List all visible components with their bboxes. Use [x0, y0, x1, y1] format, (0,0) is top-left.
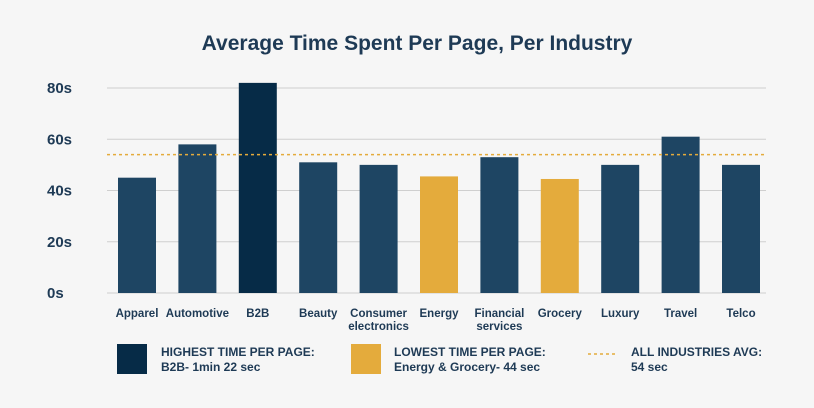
bar: [178, 144, 217, 293]
x-tick-label: Energy: [420, 308, 460, 320]
x-axis: Apparel Automotive B2B Beauty Consumer electr…: [116, 308, 756, 333]
x-tick-label: Beauty: [299, 308, 338, 320]
legend-value-lowest: Energy & Grocery- 44 sec: [394, 360, 540, 374]
bar: [359, 164, 398, 293]
x-tick-label: Luxury: [601, 308, 640, 320]
legend-value-highest: B2B- 1min 22 sec: [161, 360, 261, 374]
legend-swatch-highest: [117, 344, 147, 374]
x-tick-label: Consumer electronics: [348, 308, 409, 333]
x-tick-label: Telco: [726, 308, 755, 320]
x-tick-label: Financial services: [474, 308, 524, 333]
y-tick-label: 80s: [47, 80, 72, 97]
bar: [480, 157, 519, 293]
y-tick-label: 40s: [47, 183, 72, 200]
bar: [118, 177, 156, 293]
x-tick-label: B2B: [246, 308, 269, 320]
x-tick-label-line: Financial: [474, 308, 524, 320]
x-tick-label-line: Apparel: [116, 308, 159, 320]
x-tick-label-line: Grocery: [538, 308, 583, 320]
bar: [601, 164, 640, 293]
bar: [420, 176, 458, 293]
bar: [238, 82, 277, 293]
y-tick-label: 60s: [47, 131, 72, 148]
x-tick-label-line: Automotive: [166, 308, 229, 320]
x-tick-label-line: Consumer: [350, 308, 407, 320]
x-tick-label: Travel: [664, 308, 697, 320]
y-tick-label: 0s: [47, 285, 64, 302]
x-tick-label-line: Telco: [726, 308, 755, 320]
legend-label-average: ALL INDUSTRIES AVG:: [631, 345, 762, 359]
x-tick-label-line: B2B: [246, 308, 269, 320]
legend-label-lowest: LOWEST TIME PER PAGE:: [394, 345, 546, 359]
x-tick-label: Grocery: [538, 308, 583, 320]
x-tick-label: Automotive: [166, 308, 229, 320]
bar: [661, 136, 700, 293]
x-tick-label-line: Energy: [420, 308, 460, 320]
legend-value-average: 54 sec: [631, 360, 668, 374]
x-tick-label-line: electronics: [348, 321, 409, 333]
bar: [299, 162, 338, 293]
x-tick-label-line: Travel: [664, 308, 697, 320]
bar: [722, 164, 760, 293]
bars: [118, 82, 760, 293]
legend-swatch-lowest: [351, 344, 381, 374]
legend: HIGHEST TIME PER PAGE:B2B- 1min 22 sec LO…: [117, 344, 762, 374]
x-tick-label-line: Luxury: [601, 308, 640, 320]
x-tick-label-line: services: [476, 321, 522, 333]
x-tick-label-line: Beauty: [299, 308, 338, 320]
legend-label-highest: HIGHEST TIME PER PAGE:: [161, 345, 315, 359]
y-tick-label: 20s: [47, 234, 72, 251]
y-axis: 0s 20s 40s 60s 80s: [47, 80, 72, 302]
x-tick-label: Apparel: [116, 308, 159, 320]
chart-title: Average Time Spent Per Page, Per Industr…: [202, 32, 633, 55]
bar: [540, 178, 579, 293]
